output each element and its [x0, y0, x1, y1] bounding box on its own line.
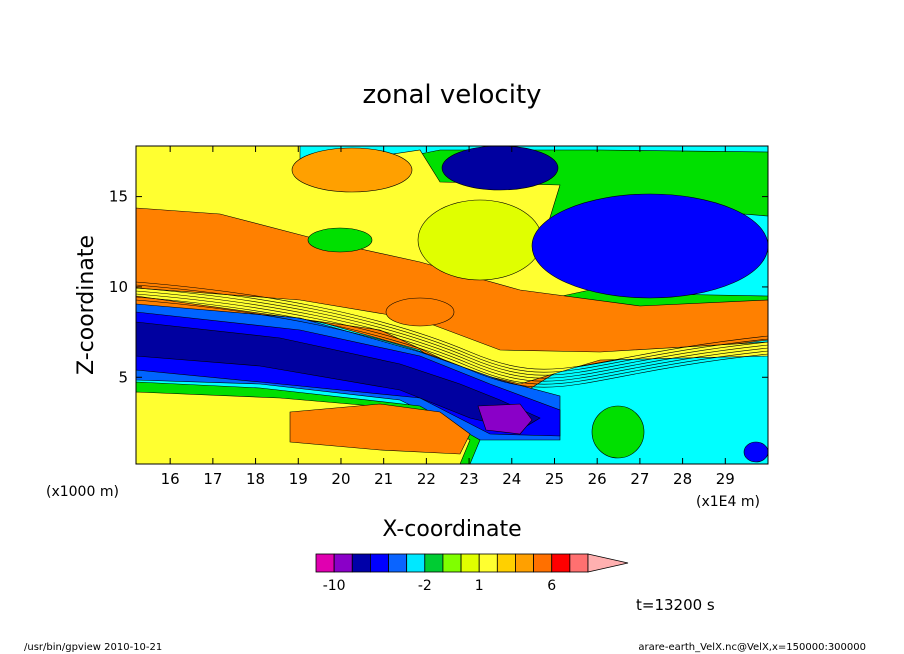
x-tick-label: 22: [417, 470, 436, 488]
contour-line: [135, 284, 769, 373]
footer-right: arare-earth_VelX.nc@VelX,x=150000:300000: [638, 642, 866, 653]
colorbar-swatch: [369, 553, 389, 573]
colorbar-swatch: [315, 553, 335, 573]
x-tick-label: 28: [673, 470, 692, 488]
colorbar-swatch: [551, 553, 571, 573]
colorbar-swatch: [569, 553, 589, 573]
x-unit-left: (x1000 m): [46, 484, 119, 500]
x-tick-label: 27: [630, 470, 649, 488]
contour-line: [135, 293, 769, 382]
x-tick-label: 29: [716, 470, 735, 488]
colorbar-swatch: [388, 553, 408, 573]
x-tick-label: 20: [331, 470, 350, 488]
colorbar-swatch: [442, 553, 462, 573]
band-navy: [135, 321, 541, 431]
y-tick-label: 15: [109, 188, 128, 206]
time-label: t=13200 s: [636, 596, 715, 614]
colorbar-label: 1: [475, 578, 484, 594]
colorbar-swatch: [515, 553, 535, 573]
x-unit-right: (x1E4 m): [696, 494, 760, 510]
blob-orange-mid: [385, 297, 455, 327]
y-tick-label: 10: [109, 278, 128, 296]
contour-fill: [135, 145, 769, 465]
x-tick-label: 19: [289, 470, 308, 488]
colorbar-arrow: [587, 553, 629, 573]
blob-yellow: [417, 199, 543, 281]
blob-green-left: [307, 227, 373, 253]
colorbar-swatch: [478, 553, 498, 573]
colorbar-label: -2: [418, 578, 432, 594]
blob-blue-right: [531, 193, 769, 299]
x-tick-label: 18: [246, 470, 265, 488]
colorbar-swatch: [533, 553, 553, 573]
y-axis: 5 10 15: [109, 188, 768, 386]
x-tick-label: 17: [203, 470, 222, 488]
colorbar-swatch: [351, 553, 371, 573]
y-axis-label: Z-coordinate: [74, 235, 99, 375]
x-tick-label: 26: [588, 470, 607, 488]
contour-line: [135, 290, 769, 379]
x-tick-label: 24: [502, 470, 521, 488]
x-tick-label: 21: [374, 470, 393, 488]
x-tick-label: 16: [161, 470, 180, 488]
colorbar-label: 6: [547, 578, 556, 594]
chart-title: zonal velocity: [362, 80, 541, 110]
plot-frame: [135, 145, 769, 465]
blob-orange-top: [291, 147, 413, 193]
x-axis: 16 17 18 19 20 21 22 23 24 25 26 27 28 29: [161, 146, 735, 488]
y-tick-label: 5: [118, 368, 128, 386]
x-axis-label: X-coordinate: [382, 517, 521, 542]
blob-blue-corner: [743, 441, 769, 463]
contour-line: [135, 296, 769, 385]
band-orange-lower: [289, 403, 471, 455]
colorbar: -10 -2 1 6: [315, 553, 629, 594]
colorbar-swatch: [406, 553, 426, 573]
x-tick-label: 25: [545, 470, 564, 488]
plot-area: [135, 145, 769, 465]
contour-line: [135, 299, 769, 388]
blob-green-right: [591, 405, 645, 459]
blob-navy-top: [441, 145, 559, 191]
colorbar-swatch: [333, 553, 353, 573]
contour-line: [135, 281, 769, 370]
x-tick-label: 23: [460, 470, 479, 488]
contour-line: [135, 287, 769, 376]
colorbar-swatch: [460, 553, 480, 573]
colorbar-swatch: [496, 553, 516, 573]
footer-left: /usr/bin/gpview 2010-10-21: [24, 642, 162, 653]
colorbar-swatch: [424, 553, 444, 573]
colorbar-label: -10: [323, 578, 346, 594]
blob-purple: [477, 403, 533, 435]
